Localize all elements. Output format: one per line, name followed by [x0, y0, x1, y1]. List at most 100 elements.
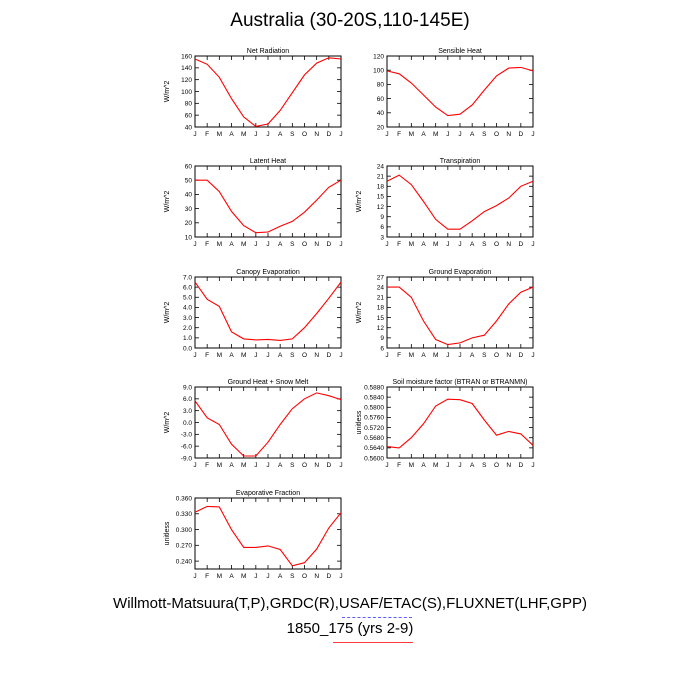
y-tick-label: 6.0	[183, 396, 192, 403]
y-tick-label: 140	[181, 65, 192, 72]
panel-title: Sensible Heat	[438, 48, 482, 55]
x-tick-label: N	[506, 131, 511, 138]
x-tick-label: J	[446, 462, 449, 469]
footer-source-line: Willmott-Matsuura(T,P),GRDC(R),USAF/ETAC…	[113, 595, 587, 612]
footer-underline	[333, 642, 413, 643]
x-tick-label: D	[518, 131, 523, 138]
x-tick-label: J	[193, 573, 196, 580]
x-tick-label: D	[518, 352, 523, 359]
panel-frame	[194, 497, 342, 570]
x-tick-label: D	[518, 241, 523, 248]
x-tick-label: N	[506, 241, 511, 248]
y-tick-label: 0.300	[176, 527, 193, 534]
panel-title: Soil moisture factor (BTRAN or BTRANMN)	[393, 379, 528, 386]
x-tick-label: F	[205, 241, 209, 248]
y-axis-label: W/m^2	[164, 191, 171, 213]
x-tick-label: J	[266, 241, 269, 248]
x-tick-label: J	[193, 131, 196, 138]
panel-title: Net Radiation	[247, 48, 290, 55]
x-tick-label: M	[241, 462, 246, 469]
y-tick-label: 21	[377, 295, 385, 302]
y-tick-label: 27	[377, 274, 385, 281]
x-tick-label: J	[254, 573, 257, 580]
x-tick-label: M	[433, 462, 438, 469]
y-tick-label: 120	[373, 53, 384, 60]
x-tick-label: A	[278, 462, 283, 469]
x-tick-label: J	[254, 241, 257, 248]
x-tick-label: J	[385, 131, 388, 138]
x-tick-label: D	[326, 241, 331, 248]
y-tick-label: 40	[377, 110, 385, 117]
x-tick-label: M	[241, 352, 246, 359]
x-tick-label: M	[241, 131, 246, 138]
x-tick-label: M	[433, 131, 438, 138]
y-tick-label: 1.0	[183, 335, 192, 342]
y-tick-label: 40	[185, 124, 193, 131]
x-tick-label: J	[339, 573, 342, 580]
x-tick-label: S	[290, 352, 295, 359]
x-tick-label: J	[531, 241, 534, 248]
y-axis-label: unitless	[356, 410, 363, 434]
y-tick-label: 0.5720	[364, 425, 384, 432]
y-tick-label: 80	[377, 82, 385, 89]
y-tick-label: 120	[181, 77, 192, 84]
panel-frame	[194, 276, 342, 349]
y-tick-label: 18	[377, 184, 385, 191]
x-tick-label: J	[266, 352, 269, 359]
x-tick-label: O	[494, 352, 499, 359]
x-tick-label: M	[241, 573, 246, 580]
x-tick-label: J	[446, 352, 449, 359]
y-tick-label: 100	[181, 89, 192, 96]
x-tick-label: J	[266, 131, 269, 138]
y-tick-label: 3	[380, 234, 384, 241]
y-tick-label: 50	[185, 178, 193, 185]
panel-frame	[194, 165, 342, 238]
y-tick-label: 0.5600	[364, 455, 384, 462]
panel-frame	[194, 386, 342, 459]
y-tick-label: 15	[377, 315, 385, 322]
x-tick-label: F	[397, 241, 401, 248]
y-tick-label: 60	[185, 112, 193, 119]
y-tick-label: 2.0	[183, 325, 192, 332]
x-tick-label: M	[409, 462, 414, 469]
y-tick-label: 80	[185, 101, 193, 108]
y-axis-label: W/m^2	[164, 412, 171, 434]
panel-title: Transpiration	[440, 158, 481, 165]
x-tick-label: D	[326, 462, 331, 469]
y-tick-label: 160	[181, 53, 192, 60]
y-tick-label: 60	[377, 96, 385, 103]
y-tick-label: 0.5760	[364, 415, 384, 422]
y-tick-label: 3.0	[183, 408, 192, 415]
y-axis-label: W/m^2	[164, 302, 171, 324]
series-line	[387, 286, 534, 346]
x-tick-label: J	[193, 462, 196, 469]
panel-title: Ground Heat + Snow Melt	[228, 379, 309, 386]
x-tick-label: S	[482, 352, 487, 359]
series-line	[194, 392, 342, 457]
y-tick-label: 60	[185, 163, 193, 170]
series-line	[194, 57, 342, 127]
series-line	[386, 174, 534, 230]
panel-title: Ground Evaporation	[429, 269, 492, 276]
x-tick-label: A	[278, 573, 283, 580]
x-tick-label: D	[326, 352, 331, 359]
x-tick-label: M	[433, 352, 438, 359]
y-tick-label: 3.0	[183, 315, 192, 322]
series-line	[386, 398, 534, 449]
x-tick-label: J	[193, 352, 196, 359]
x-tick-label: N	[506, 352, 511, 359]
panel-frame	[386, 386, 534, 459]
x-tick-label: S	[290, 573, 295, 580]
y-tick-label: 0.5640	[364, 445, 384, 452]
x-tick-label: D	[326, 573, 331, 580]
y-tick-label: 10	[185, 234, 193, 241]
x-tick-label: J	[385, 241, 388, 248]
x-tick-label: M	[217, 462, 222, 469]
y-tick-label: 5.0	[183, 295, 192, 302]
x-tick-label: J	[385, 352, 388, 359]
x-tick-label: N	[314, 462, 319, 469]
x-tick-label: A	[470, 241, 475, 248]
y-axis-label: W/m^2	[164, 81, 171, 103]
x-tick-label: A	[229, 241, 234, 248]
